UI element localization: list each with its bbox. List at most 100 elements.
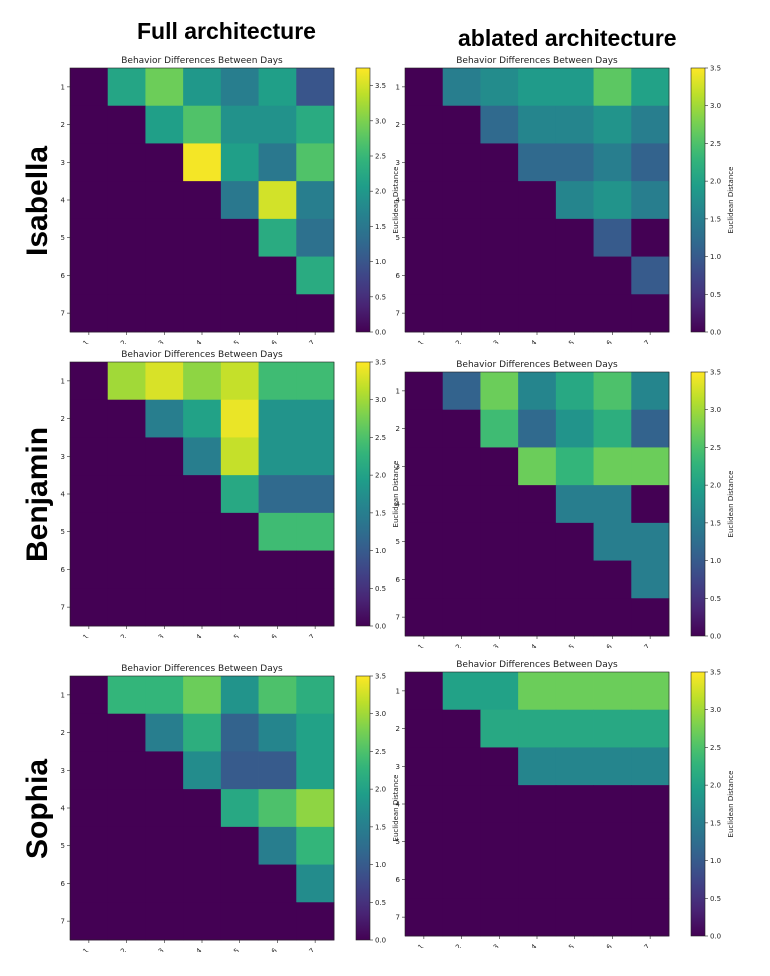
x-tick-label: 5 <box>232 633 241 638</box>
heatmap-cell <box>631 105 670 144</box>
heatmap-cell <box>555 672 594 711</box>
heatmap-cell <box>258 218 297 257</box>
column-title-full: Full architecture <box>137 18 316 44</box>
heatmap-cell <box>220 751 259 790</box>
heatmap-cell <box>631 598 670 637</box>
heatmap-cell <box>442 785 481 824</box>
y-tick-label: 4 <box>61 197 66 205</box>
x-tick-label: 2 <box>119 633 128 638</box>
y-tick-label: 1 <box>61 691 65 699</box>
heatmap-cell <box>220 475 259 514</box>
heatmap-cell <box>107 256 146 295</box>
x-tick-label: 4 <box>195 338 204 344</box>
heatmap-cell <box>258 826 297 865</box>
heatmap-cell <box>480 898 519 937</box>
heatmap-cell <box>70 399 109 438</box>
x-tick-label: 1 <box>416 339 425 344</box>
heatmap-cell <box>70 105 109 144</box>
heatmap-cell <box>405 485 444 524</box>
colorbar-tick-label: 2.5 <box>710 140 721 148</box>
heatmap-cell <box>480 447 519 486</box>
colorbar-tick-label: 3.5 <box>710 65 721 73</box>
heatmap-cell <box>442 822 481 861</box>
colorbar-tick-label: 1.0 <box>375 258 386 266</box>
x-tick-label: 1 <box>416 943 425 948</box>
x-tick-label: 3 <box>492 643 501 648</box>
x-tick-label: 7 <box>308 633 317 638</box>
row-label-isabella: Isabella <box>21 145 54 256</box>
heatmap-cell <box>442 372 481 411</box>
heatmap-cell <box>631 447 670 486</box>
heatmap-cell <box>555 409 594 448</box>
x-tick-label: 5 <box>567 943 576 948</box>
heatmap-cell <box>220 399 259 438</box>
x-tick-label: 1 <box>81 947 90 952</box>
x-tick-label: 3 <box>157 947 166 952</box>
heatmap-cell <box>518 785 557 824</box>
heatmap-cell <box>107 789 146 828</box>
chart-title: Behavior Differences Between Days <box>456 660 618 670</box>
y-tick-label: 1 <box>396 387 400 395</box>
colorbar-tick-label: 0.5 <box>375 899 386 907</box>
y-tick-label: 6 <box>61 566 66 574</box>
colorbar-label: Euclidean Distance <box>727 167 735 234</box>
heatmap-cell <box>107 713 146 752</box>
heatmap-cell <box>220 256 259 295</box>
chart-title: Behavior Differences Between Days <box>456 56 618 66</box>
column-title-ablated: ablated architecture <box>458 25 677 51</box>
y-tick-label: 2 <box>61 729 65 737</box>
y-tick-label: 5 <box>396 538 400 546</box>
heatmap-cell <box>107 105 146 144</box>
heatmap-cell <box>107 218 146 257</box>
heatmap-cell <box>70 789 109 828</box>
chart-title: Behavior Differences Between Days <box>121 350 283 360</box>
heatmap-cell <box>631 409 670 448</box>
heatmap-svg: Behavior Differences Between Days 1 2 3 4 5 6 7… <box>396 56 735 344</box>
heatmap-cell <box>405 294 444 333</box>
heatmap-cell <box>631 485 670 524</box>
heatmap-cell <box>405 560 444 599</box>
heatmap-cell <box>518 485 557 524</box>
heatmap-cell <box>631 181 670 220</box>
heatmap-cell <box>183 789 222 828</box>
heatmap-cell <box>480 409 519 448</box>
heatmap-svg: Behavior Differences Between Days 1 2 3 4 5 6 7… <box>396 660 735 948</box>
colorbar-tick-label: 1.0 <box>710 557 721 565</box>
heatmap-cell <box>220 588 259 627</box>
heatmap-cell <box>518 372 557 411</box>
heatmap-cell <box>555 598 594 637</box>
heatmap-cell <box>518 218 557 257</box>
heatmap-cell <box>405 372 444 411</box>
heatmap-cell <box>107 362 146 401</box>
heatmap-cells <box>405 68 670 333</box>
heatmap-cell <box>518 672 557 711</box>
colorbar-tick-label: 2.5 <box>375 153 386 161</box>
chart-title: Behavior Differences Between Days <box>121 664 283 674</box>
heatmap-cell <box>70 143 109 182</box>
heatmap-cell <box>593 181 632 220</box>
heatmap-cell <box>442 409 481 448</box>
heatmap-cell <box>405 822 444 861</box>
heatmap-cell <box>518 409 557 448</box>
colorbar-label: Euclidean Distance <box>392 775 400 842</box>
heatmap-cell <box>258 864 297 903</box>
heatmap-cell <box>555 560 594 599</box>
colorbar <box>690 67 706 333</box>
heatmap-cell <box>631 860 670 899</box>
heatmap-cell <box>405 709 444 748</box>
heatmap-cell <box>593 485 632 524</box>
heatmap-cell <box>593 747 632 786</box>
heatmap-cell <box>555 522 594 561</box>
heatmap-cell <box>555 785 594 824</box>
y-tick-label: 4 <box>61 805 66 813</box>
x-tick-label: 6 <box>605 942 614 948</box>
heatmap-cell <box>70 256 109 295</box>
colorbar <box>355 675 371 941</box>
heatmap-cell <box>220 218 259 257</box>
heatmap-cell <box>442 218 481 257</box>
heatmap-cell <box>442 672 481 711</box>
heatmap-cell <box>258 181 297 220</box>
colorbar-tick-label: 1.5 <box>375 223 386 231</box>
heatmap-cell <box>145 437 184 476</box>
heatmap-cell <box>480 372 519 411</box>
